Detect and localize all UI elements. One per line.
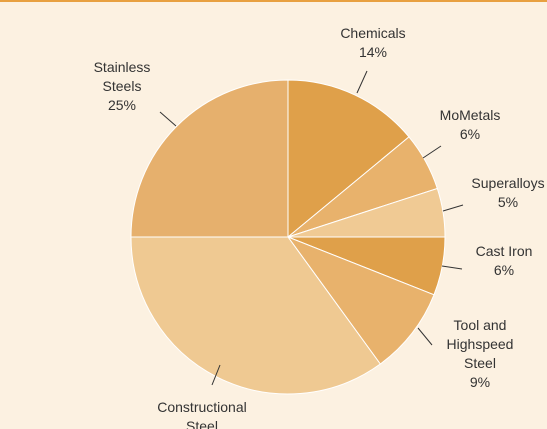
slice-label: Chemicals 14% [340,25,405,60]
leader-line [441,265,463,270]
slice-value-label: 6% [460,126,480,142]
leader-line [356,70,368,94]
slice-label-line: Constructional [157,399,247,415]
leader-line [422,145,442,159]
slice-label-line: Steel [464,355,496,371]
slice-label-line: Cast Iron [476,243,533,259]
slice-label-line: Stainless [94,59,151,75]
slice-label: Cast Iron 6% [476,243,533,278]
pie-slice [130,236,381,395]
pie-slice [287,79,410,239]
slice-label: Tool and Highspeed Steel 9% [447,317,514,390]
slice-value-label: 25% [108,97,136,113]
leader-line [159,111,177,127]
pie-slice [130,79,289,238]
slice-label-line: Highspeed [447,336,514,352]
slice-label: MoMetals 6% [440,107,501,142]
slice-label-line: Chemicals [340,25,405,41]
pie-slice [286,235,435,365]
leader-line [211,364,221,386]
slice-label-line: Tool and [454,317,507,333]
slice-label-line: Steel [186,418,218,429]
slice-label-line: Steels [103,78,142,94]
leader-line [417,327,433,346]
slice-value-label: 5% [498,194,518,210]
slice-label-line: MoMetals [440,107,501,123]
slice-value-label: 6% [494,262,514,278]
slice-label: Constructional Steel [157,399,247,429]
leader-line [442,204,464,212]
slice-label: Stainless Steels 25% [94,59,151,113]
slice-value-label: 9% [470,374,490,390]
slice-value-label: 14% [359,44,387,60]
slice-label: Superalloys 5% [471,175,544,210]
slice-label-line: Superalloys [471,175,544,191]
